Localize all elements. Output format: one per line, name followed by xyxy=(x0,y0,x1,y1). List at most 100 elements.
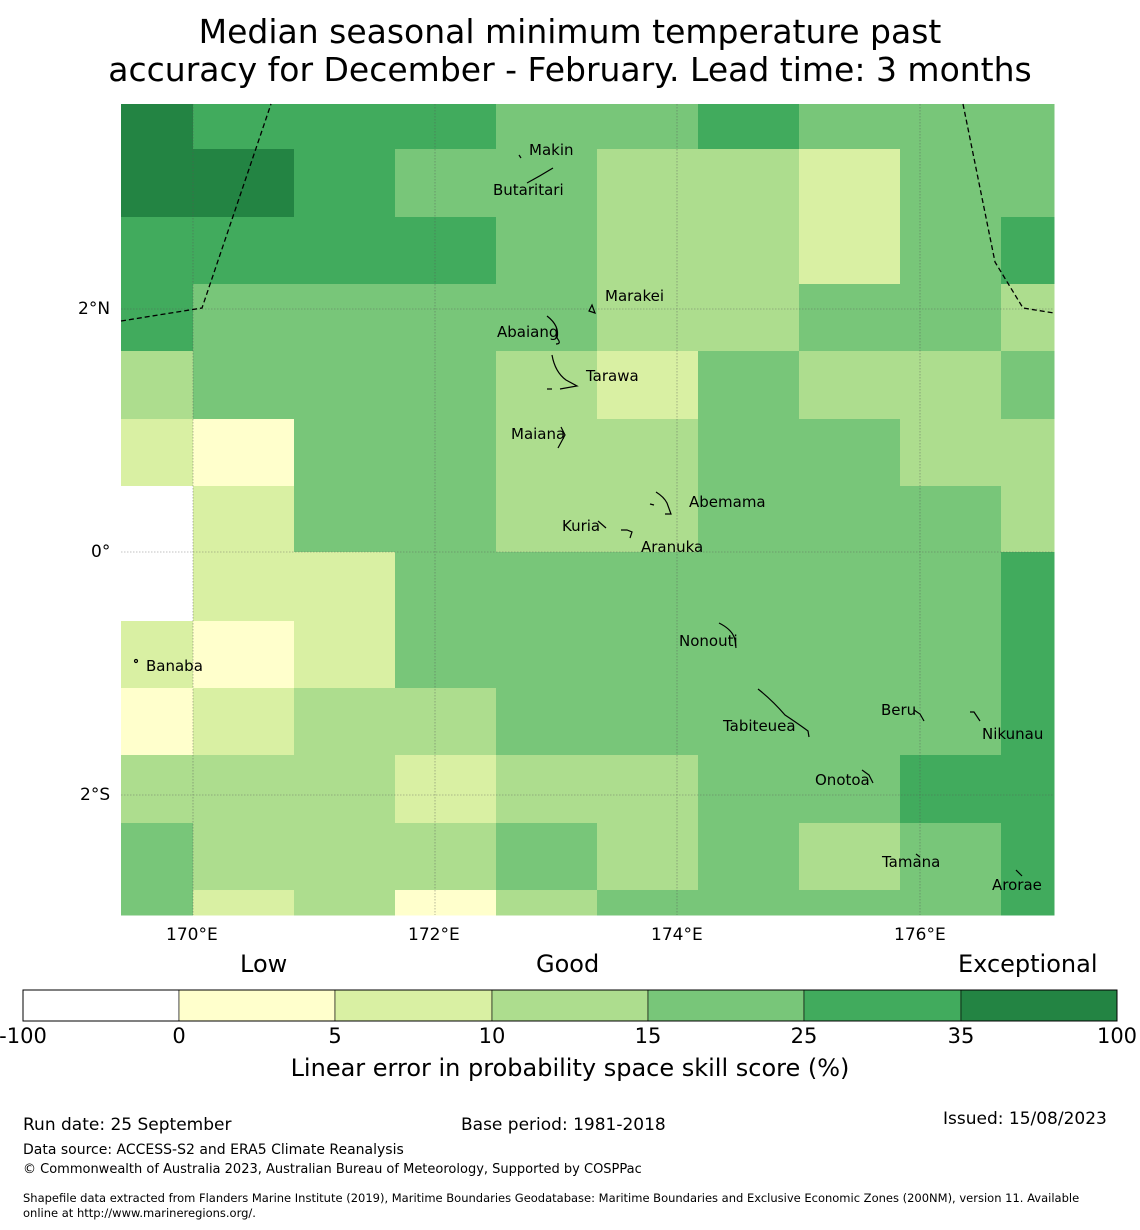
skill-cell xyxy=(799,823,901,891)
skill-cell xyxy=(698,552,800,622)
skill-cell xyxy=(121,755,194,824)
skill-cell xyxy=(698,890,800,916)
skill-cell xyxy=(799,284,901,352)
skill-cell xyxy=(121,890,194,916)
skill-cell xyxy=(597,104,699,150)
skill-cell xyxy=(799,621,901,689)
skill-cell xyxy=(294,104,396,150)
lon-label-174e: 174°E xyxy=(651,925,703,945)
colorbar-swatch xyxy=(22,989,180,1022)
skill-cell xyxy=(294,419,396,487)
skill-cell xyxy=(294,351,396,420)
skill-cell xyxy=(900,552,1002,622)
skill-cell xyxy=(799,486,901,553)
skill-cell xyxy=(294,284,396,352)
skill-cell xyxy=(698,351,800,420)
shapefile-credit-2: online at http://www.marineregions.org/. xyxy=(23,1206,256,1220)
skill-cell xyxy=(698,104,800,150)
legend-category-good: Good xyxy=(536,950,600,978)
place-kuria: Kuria xyxy=(562,517,601,535)
skill-cell xyxy=(496,351,598,420)
lon-label-172e: 172°E xyxy=(408,925,460,945)
place-makin: Makin xyxy=(529,141,574,159)
skill-cell xyxy=(395,419,497,487)
skill-cell xyxy=(193,149,295,218)
colorbar-tick-100: 100 xyxy=(1096,1024,1138,1048)
skill-cell xyxy=(799,419,901,487)
skill-cell xyxy=(900,284,1002,352)
place-banaba: Banaba xyxy=(146,657,203,675)
skill-cell xyxy=(597,284,699,352)
colorbar-swatch xyxy=(647,989,805,1022)
skill-cell xyxy=(900,823,1002,891)
lat-label-2n: 2°N xyxy=(78,299,111,319)
skill-cell xyxy=(395,688,497,756)
colorbar-swatch xyxy=(334,989,493,1022)
place-maiana: Maiana xyxy=(511,425,566,443)
skill-cell xyxy=(900,755,1002,824)
skill-cell xyxy=(597,890,699,916)
data-source: Data source: ACCESS-S2 and ERA5 Climate … xyxy=(23,1142,404,1158)
skill-cell xyxy=(900,149,1002,218)
skill-cell xyxy=(1001,486,1055,553)
skill-cell xyxy=(193,284,295,352)
skill-cell xyxy=(698,755,800,824)
skill-cell xyxy=(496,486,598,553)
run-date: Run date: 25 September xyxy=(23,1115,232,1135)
place-aranuka: Aranuka xyxy=(641,538,704,556)
skill-cell xyxy=(395,823,497,891)
skill-cell xyxy=(597,552,699,622)
place-tabiteuea: Tabiteuea xyxy=(723,717,796,735)
skill-cell xyxy=(395,149,497,218)
skill-cell xyxy=(900,486,1002,553)
skill-cell xyxy=(597,688,699,756)
skill-cell xyxy=(1001,284,1055,352)
colorbar-tick-5: 5 xyxy=(328,1024,342,1048)
place-beru: Beru xyxy=(881,701,917,719)
skill-cell xyxy=(395,351,497,420)
colorbar-tick-25: 25 xyxy=(790,1024,818,1048)
colorbar-title: Linear error in probability space skill … xyxy=(290,1054,850,1082)
colorbar xyxy=(22,989,1118,1022)
skill-cell xyxy=(496,552,598,622)
skill-cell xyxy=(1001,755,1055,824)
skill-cell xyxy=(294,552,396,622)
skill-cell xyxy=(294,823,396,891)
skill-cell xyxy=(294,755,396,824)
skill-cell xyxy=(395,552,497,622)
skill-cell xyxy=(900,419,1002,487)
skill-cell xyxy=(900,104,1002,150)
skill-cell xyxy=(496,149,598,218)
place-tarawa: Tarawa xyxy=(586,367,639,385)
skill-cell xyxy=(193,621,295,689)
skill-cell xyxy=(1001,351,1055,420)
skill-cell xyxy=(597,486,699,553)
skill-cell xyxy=(395,890,497,916)
title-line-1: Median seasonal minimum temperature past xyxy=(198,12,942,51)
skill-cell xyxy=(1001,149,1055,218)
lon-label-170e: 170°E xyxy=(166,925,218,945)
colorbar-tick-10: 10 xyxy=(478,1024,506,1048)
skill-cell xyxy=(193,217,295,285)
legend-category-exceptional: Exceptional xyxy=(958,950,1098,978)
skill-cell xyxy=(193,104,295,150)
skill-cell xyxy=(121,486,194,553)
skill-cell xyxy=(193,486,295,553)
skill-cell xyxy=(1001,823,1055,891)
skill-cell xyxy=(900,688,1002,756)
skill-cell xyxy=(395,486,497,553)
legend-category-low: Low xyxy=(240,950,288,978)
skill-cell xyxy=(698,823,800,891)
graticule xyxy=(121,104,1054,915)
skill-cell xyxy=(496,284,598,352)
base-period: Base period: 1981-2018 xyxy=(461,1115,666,1135)
skill-cell xyxy=(799,890,901,916)
skill-cell xyxy=(698,486,800,553)
skill-cell xyxy=(1001,552,1055,622)
place-butaritari: Butaritari xyxy=(493,181,564,199)
skill-grid xyxy=(121,104,1055,916)
skill-cell xyxy=(193,890,295,916)
skill-cell xyxy=(496,755,598,824)
skill-cell xyxy=(698,621,800,689)
title-line-2: accuracy for December - February. Lead t… xyxy=(108,50,1032,89)
